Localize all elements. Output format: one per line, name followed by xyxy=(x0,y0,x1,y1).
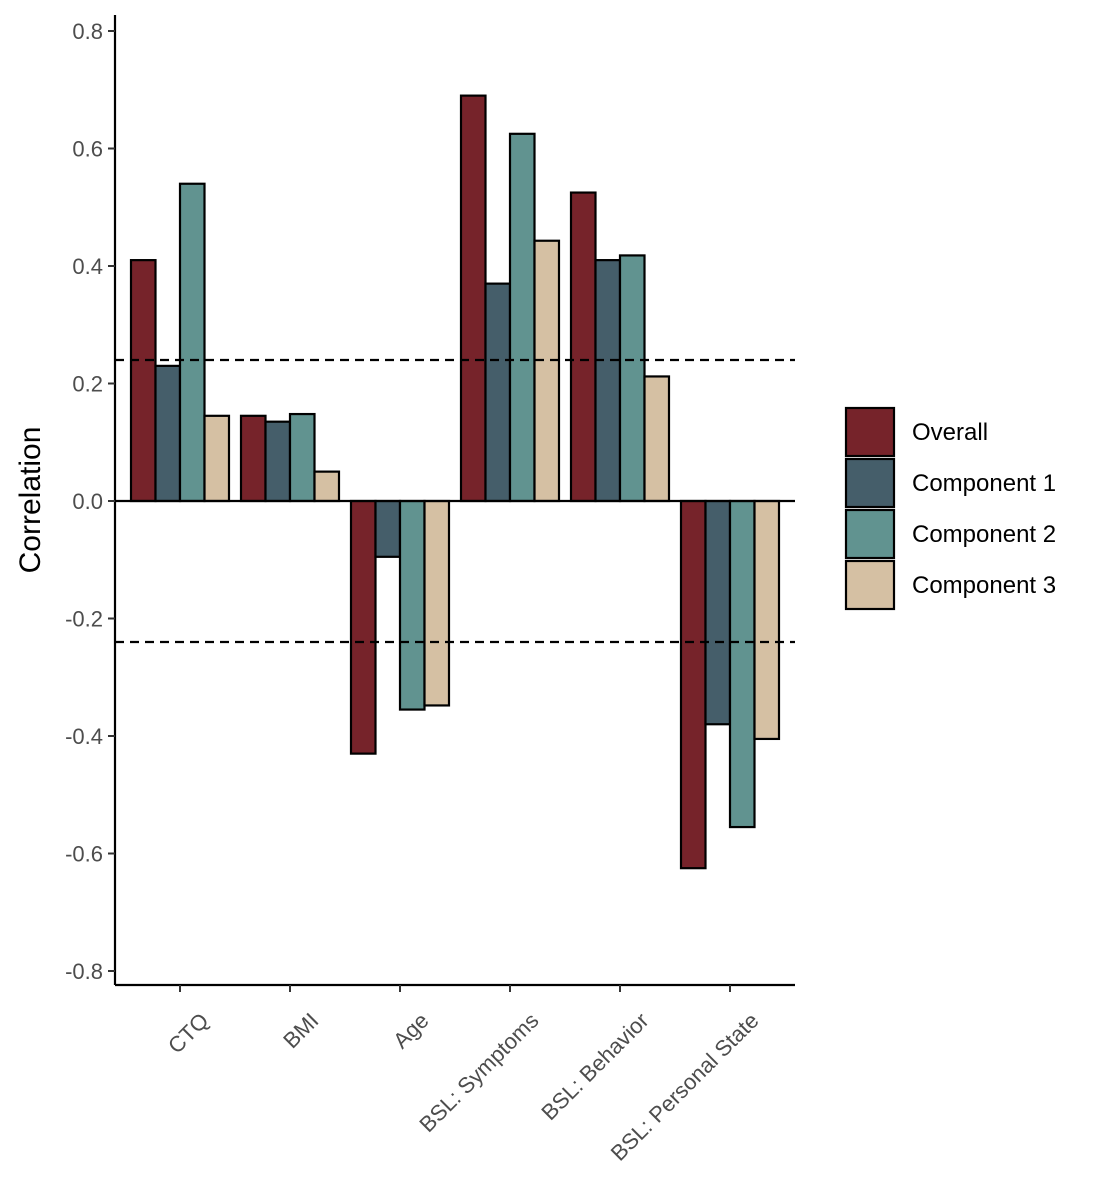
bar-bsl-behavior-component-1 xyxy=(594,259,622,503)
bar-ctq-overall xyxy=(129,259,157,503)
bar-bmi-overall xyxy=(239,414,267,503)
x-tick-label: BSL: Behavior xyxy=(536,1008,653,1125)
bar-age-component-1 xyxy=(374,499,402,558)
bar-age-component-3 xyxy=(423,499,451,707)
bar-bmi-component-1 xyxy=(264,420,292,503)
bar-bsl-personal-state-component-3 xyxy=(753,499,781,741)
y-tick-label: 0.8 xyxy=(72,19,103,44)
x-tick-label: CTQ xyxy=(163,1008,214,1059)
bar-ctq-component-1 xyxy=(154,364,182,503)
y-tick-label: 0.6 xyxy=(72,137,103,162)
legend-label: Component 2 xyxy=(912,521,1056,548)
bar-bmi-component-2 xyxy=(288,412,316,503)
bar-ctq-component-3 xyxy=(203,414,231,503)
y-tick-label: -0.8 xyxy=(65,959,103,984)
bar-bsl-symptoms-component-3 xyxy=(533,239,561,503)
reference-lines-layer xyxy=(115,358,795,644)
bars-layer xyxy=(129,94,781,870)
bar-bsl-behavior-overall xyxy=(569,191,597,503)
y-axis-label: Correlation xyxy=(14,427,47,574)
legend-key-component-3 xyxy=(844,559,896,611)
y-tick-label: -0.4 xyxy=(65,724,103,749)
legend-key-overall xyxy=(844,406,896,458)
y-tick-label: 0.0 xyxy=(72,489,103,514)
bar-bmi-component-3 xyxy=(313,470,341,503)
y-tick-label: -0.6 xyxy=(65,842,103,867)
bar-bsl-personal-state-component-2 xyxy=(728,499,756,829)
y-ticks-layer: -0.8 -0.6 -0.4 -0.2 0.0 0.2 0.4 0.6 0.8 xyxy=(65,19,115,984)
bar-bsl-symptoms-component-2 xyxy=(508,132,536,503)
bar-ctq-component-2 xyxy=(178,182,206,503)
legend-label: Component 3 xyxy=(912,572,1056,599)
legend-label: Overall xyxy=(912,419,988,446)
bar-bsl-symptoms-overall xyxy=(459,94,487,503)
bar-bsl-personal-state-component-1 xyxy=(704,499,732,726)
bar-bsl-symptoms-component-1 xyxy=(484,282,512,503)
y-tick-label: 0.2 xyxy=(72,372,103,397)
x-tick-label: Age xyxy=(388,1008,433,1053)
bar-bsl-personal-state-overall xyxy=(679,499,707,870)
bar-bsl-behavior-component-2 xyxy=(618,254,646,503)
y-tick-label: -0.2 xyxy=(65,607,103,632)
bar-bsl-behavior-component-3 xyxy=(643,375,671,503)
x-tick-label: BMI xyxy=(278,1008,323,1053)
legend-key-component-1 xyxy=(844,457,896,509)
bar-age-overall xyxy=(349,499,377,755)
legend: Overall Component 1 Component 2 Component 3 xyxy=(844,406,1056,611)
bar-age-component-2 xyxy=(398,499,426,711)
legend-label: Component 1 xyxy=(912,470,1056,497)
x-tick-label: BSL: Symptoms xyxy=(414,1008,543,1137)
y-tick-label: 0.4 xyxy=(72,254,103,279)
legend-key-component-2 xyxy=(844,508,896,560)
